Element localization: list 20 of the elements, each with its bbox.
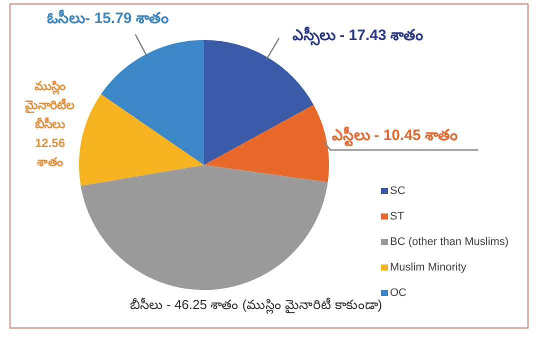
legend-label: BC (other than Muslims) [390,236,509,248]
text: ఎస్టీలు - [332,127,380,144]
data-label: 10.45 [379,127,421,144]
data-label: 15.79 [90,10,132,27]
data-label: 17.43 [344,27,386,44]
legend-label: OC [390,287,407,299]
data-label: 12.56 [34,136,66,150]
legend-label: ST [390,210,404,222]
text: శాతం [37,155,63,169]
text: ఎస్సీలు - [292,27,345,44]
text: ముస్లిం మైనారిటీల బీసీలు [25,79,75,131]
text: శాతం [136,10,169,27]
legend-label: Muslim Minority [390,262,467,274]
text: శాతం (ముస్లిం మైనారిటీ కాకుండా) [210,297,382,312]
data-label: 46.25 [170,297,207,312]
legend-label: SC [390,185,406,197]
text: ఓసీలు- [47,10,90,27]
text: శాతం [425,127,458,144]
text: శాతం [390,27,424,44]
text: బీసీలు - [130,297,171,312]
